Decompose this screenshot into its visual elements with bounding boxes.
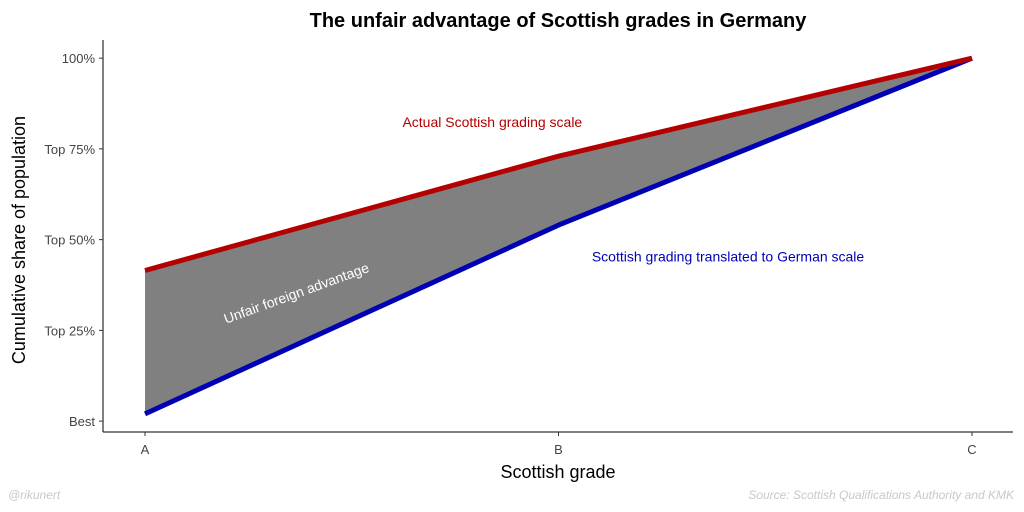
x-ticks: A B C	[141, 432, 977, 457]
x-tick-label: B	[554, 442, 563, 457]
annotation-translated-scale: Scottish grading translated to German sc…	[592, 248, 865, 264]
y-tick-label: Top 50%	[44, 233, 95, 248]
chart-title: The unfair advantage of Scottish grades …	[310, 10, 808, 32]
series-line-actual	[144, 55, 973, 273]
y-tick-label: Best	[69, 414, 95, 429]
x-tick-label: C	[967, 442, 976, 457]
footer-source: Source: Scottish Qualifications Authorit…	[748, 488, 1015, 502]
y-tick-label: 100%	[62, 51, 96, 66]
y-tick-label: Top 75%	[44, 142, 95, 157]
y-axis-label: Cumulative share of population	[9, 116, 29, 364]
x-tick-label: A	[141, 442, 150, 457]
annotation-actual-scale: Actual Scottish grading scale	[402, 114, 582, 130]
advantage-area	[145, 58, 972, 414]
y-ticks: Best Top 25% Top 50% Top 75% 100%	[44, 51, 103, 429]
plot-area	[143, 55, 973, 417]
x-axis-label: Scottish grade	[500, 462, 615, 482]
footer-author: @rikunert	[8, 488, 61, 502]
y-tick-label: Top 25%	[44, 323, 95, 338]
series-line-translated	[143, 55, 973, 417]
